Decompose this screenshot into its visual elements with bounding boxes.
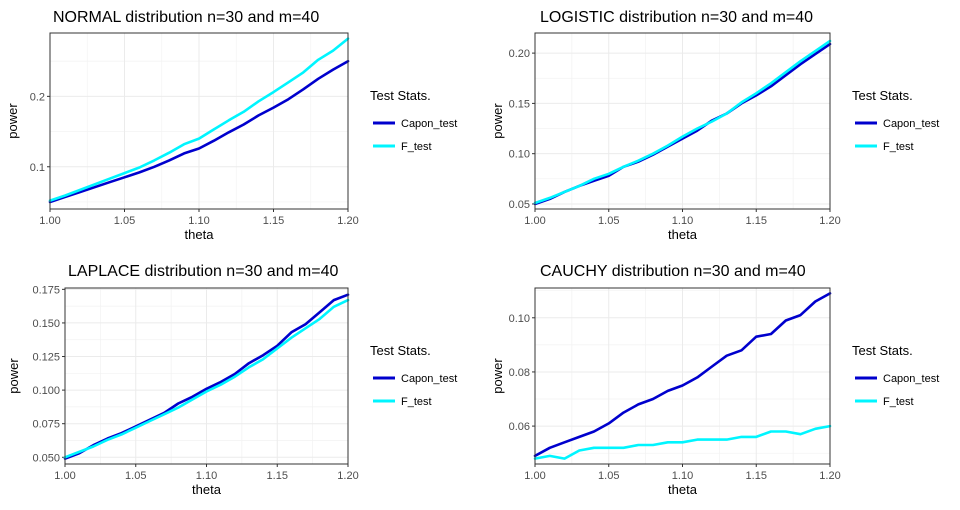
x-tick-label: 1.15: [263, 215, 284, 227]
series-line-capon-test: [533, 292, 832, 458]
y-tick-label: 0.2: [30, 91, 45, 103]
y-tick-label: 0.10: [509, 149, 530, 161]
legend-label: Capon_test: [883, 373, 939, 385]
x-tick-label: 1.05: [114, 215, 135, 227]
series-line-f-test: [533, 424, 832, 460]
panel-border: [64, 287, 349, 465]
chart-panel-3: LAPLACE distribution n=30 and m=40 1.00 1.…: [6, 263, 457, 497]
y-tick-label: 0.150: [32, 318, 60, 330]
chart-title: LOGISTIC distribution n=30 and m=40: [540, 9, 813, 26]
legend-label: F_test: [401, 141, 432, 153]
y-tick-label: 0.1: [30, 162, 45, 174]
y-tick-label: 0.20: [509, 48, 530, 60]
legend-label: F_test: [883, 396, 914, 408]
y-tick-label: 0.10: [509, 313, 530, 325]
legend-label: Capon_test: [401, 373, 457, 385]
x-tick-label: 1.00: [39, 215, 60, 227]
y-tick-label: 0.050: [32, 452, 60, 464]
y-tick-label: 0.08: [509, 367, 530, 379]
legend: Test Stats. Capon_test F_test: [852, 343, 939, 408]
chart-title: NORMAL distribution n=30 and m=40: [53, 9, 319, 26]
y-axis-title: power: [490, 103, 505, 139]
x-axis-title: theta: [185, 227, 215, 242]
x-tick-label: 1.15: [267, 470, 288, 482]
x-tick-label: 1.20: [337, 215, 358, 227]
chart-panel-2: LOGISTIC distribution n=30 and m=40 1.00 1…: [490, 9, 939, 242]
x-tick-label: 1.10: [196, 470, 217, 482]
series-line-f-test: [48, 37, 350, 202]
x-tick-label: 1.10: [188, 215, 209, 227]
y-tick-label: 0.06: [509, 421, 530, 433]
x-tick-label: 1.00: [54, 470, 75, 482]
series-line-f-test: [63, 298, 350, 459]
series-line-capon-test: [48, 59, 350, 204]
x-tick-label: 1.05: [598, 215, 619, 227]
y-axis-title: power: [490, 358, 505, 394]
y-tick-label: 0.15: [509, 98, 530, 110]
x-tick-label: 1.05: [598, 470, 619, 482]
x-tick-label: 1.15: [746, 470, 767, 482]
x-tick-label: 1.10: [672, 215, 693, 227]
y-tick-label: 0.100: [32, 385, 60, 397]
y-tick-label: 0.125: [32, 352, 60, 364]
legend-label: F_test: [401, 396, 432, 408]
legend-title: Test Stats.: [852, 88, 913, 103]
panel-border: [534, 32, 831, 210]
x-axis-title: theta: [668, 227, 698, 242]
x-tick-label: 1.20: [819, 215, 840, 227]
y-axis-title: power: [6, 358, 21, 394]
y-tick-label: 0.175: [32, 284, 60, 296]
legend-label: Capon_test: [883, 118, 939, 130]
y-tick-label: 0.05: [509, 199, 530, 211]
legend-label: Capon_test: [401, 118, 457, 130]
x-tick-label: 1.20: [337, 470, 358, 482]
legend-title: Test Stats.: [852, 343, 913, 358]
x-axis-title: theta: [668, 482, 698, 497]
legend: Test Stats. Capon_test F_test: [370, 343, 457, 408]
chart-panel-4: CAUCHY distribution n=30 and m=40 1.00 1.0…: [490, 263, 939, 497]
x-tick-label: 1.00: [524, 470, 545, 482]
chart-title: LAPLACE distribution n=30 and m=40: [68, 263, 339, 280]
y-tick-label: 0.075: [32, 419, 60, 431]
chart-panel-1: NORMAL distribution n=30 and m=40 1.00 1.0…: [5, 9, 457, 242]
legend: Test Stats. Capon_test F_test: [370, 88, 457, 153]
y-axis-title: power: [5, 103, 20, 139]
legend-title: Test Stats.: [370, 88, 431, 103]
x-tick-label: 1.15: [746, 215, 767, 227]
panel-border: [534, 287, 831, 465]
x-tick-label: 1.00: [524, 215, 545, 227]
x-tick-label: 1.20: [819, 470, 840, 482]
x-tick-label: 1.05: [125, 470, 146, 482]
legend-label: F_test: [883, 141, 914, 153]
chart-title: CAUCHY distribution n=30 and m=40: [540, 263, 806, 280]
series-line-f-test: [533, 39, 832, 205]
legend-title: Test Stats.: [370, 343, 431, 358]
panel-border: [49, 32, 349, 210]
x-axis-title: theta: [192, 482, 222, 497]
x-tick-label: 1.10: [672, 470, 693, 482]
legend: Test Stats. Capon_test F_test: [852, 88, 939, 153]
